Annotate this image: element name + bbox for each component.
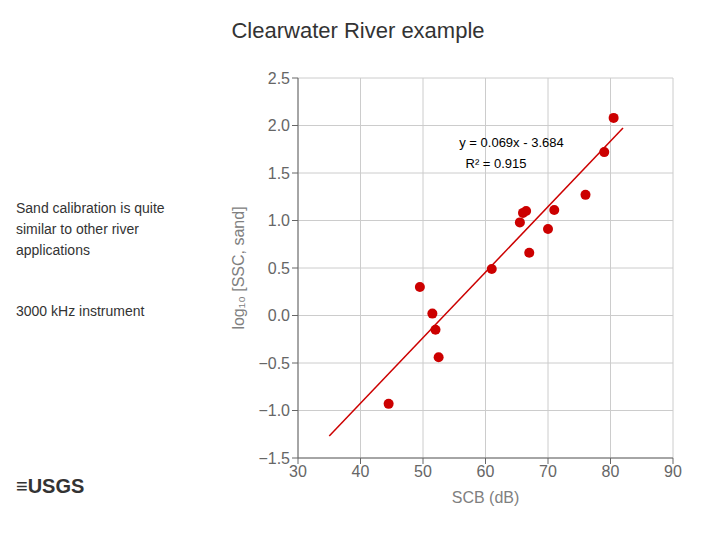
html-text:Clearwater River example: Clearwater River example <box>231 18 485 43</box>
svg-text:70: 70 <box>539 463 557 480</box>
svg-text:−0.5: −0.5 <box>258 355 290 372</box>
svg-text:1.0: 1.0 <box>268 212 290 229</box>
html-text:similar to other river: similar to other river <box>16 221 139 237</box>
svg-text:−1.0: −1.0 <box>258 402 290 419</box>
svg-text:log₁₀ [SSC, sand]: log₁₀ [SSC, sand] <box>230 206 247 329</box>
svg-text:0.5: 0.5 <box>268 260 290 277</box>
svg-text:30: 30 <box>289 463 307 480</box>
html-text:applications: applications <box>16 242 90 258</box>
svg-text:−1.5: −1.5 <box>258 450 290 467</box>
html-text:≡USGS: ≡USGS <box>16 475 85 497</box>
svg-text:1.5: 1.5 <box>268 165 290 182</box>
svg-text:R² = 0.915: R² = 0.915 <box>466 156 527 171</box>
svg-text:80: 80 <box>602 463 620 480</box>
svg-text:50: 50 <box>414 463 432 480</box>
svg-text:y = 0.069x - 3.684: y = 0.069x - 3.684 <box>459 135 563 150</box>
svg-text:2.5: 2.5 <box>268 70 290 87</box>
svg-text:90: 90 <box>664 463 682 480</box>
svg-text:40: 40 <box>352 463 370 480</box>
svg-text:SCB (dB): SCB (dB) <box>452 489 520 506</box>
svg-text:0.0: 0.0 <box>268 307 290 324</box>
svg-text:2.0: 2.0 <box>268 117 290 134</box>
svg-text:60: 60 <box>477 463 495 480</box>
html-text:3000 kHz instrument: 3000 kHz instrument <box>16 303 145 319</box>
html-text:Sand calibration is quite: Sand calibration is quite <box>16 200 165 216</box>
